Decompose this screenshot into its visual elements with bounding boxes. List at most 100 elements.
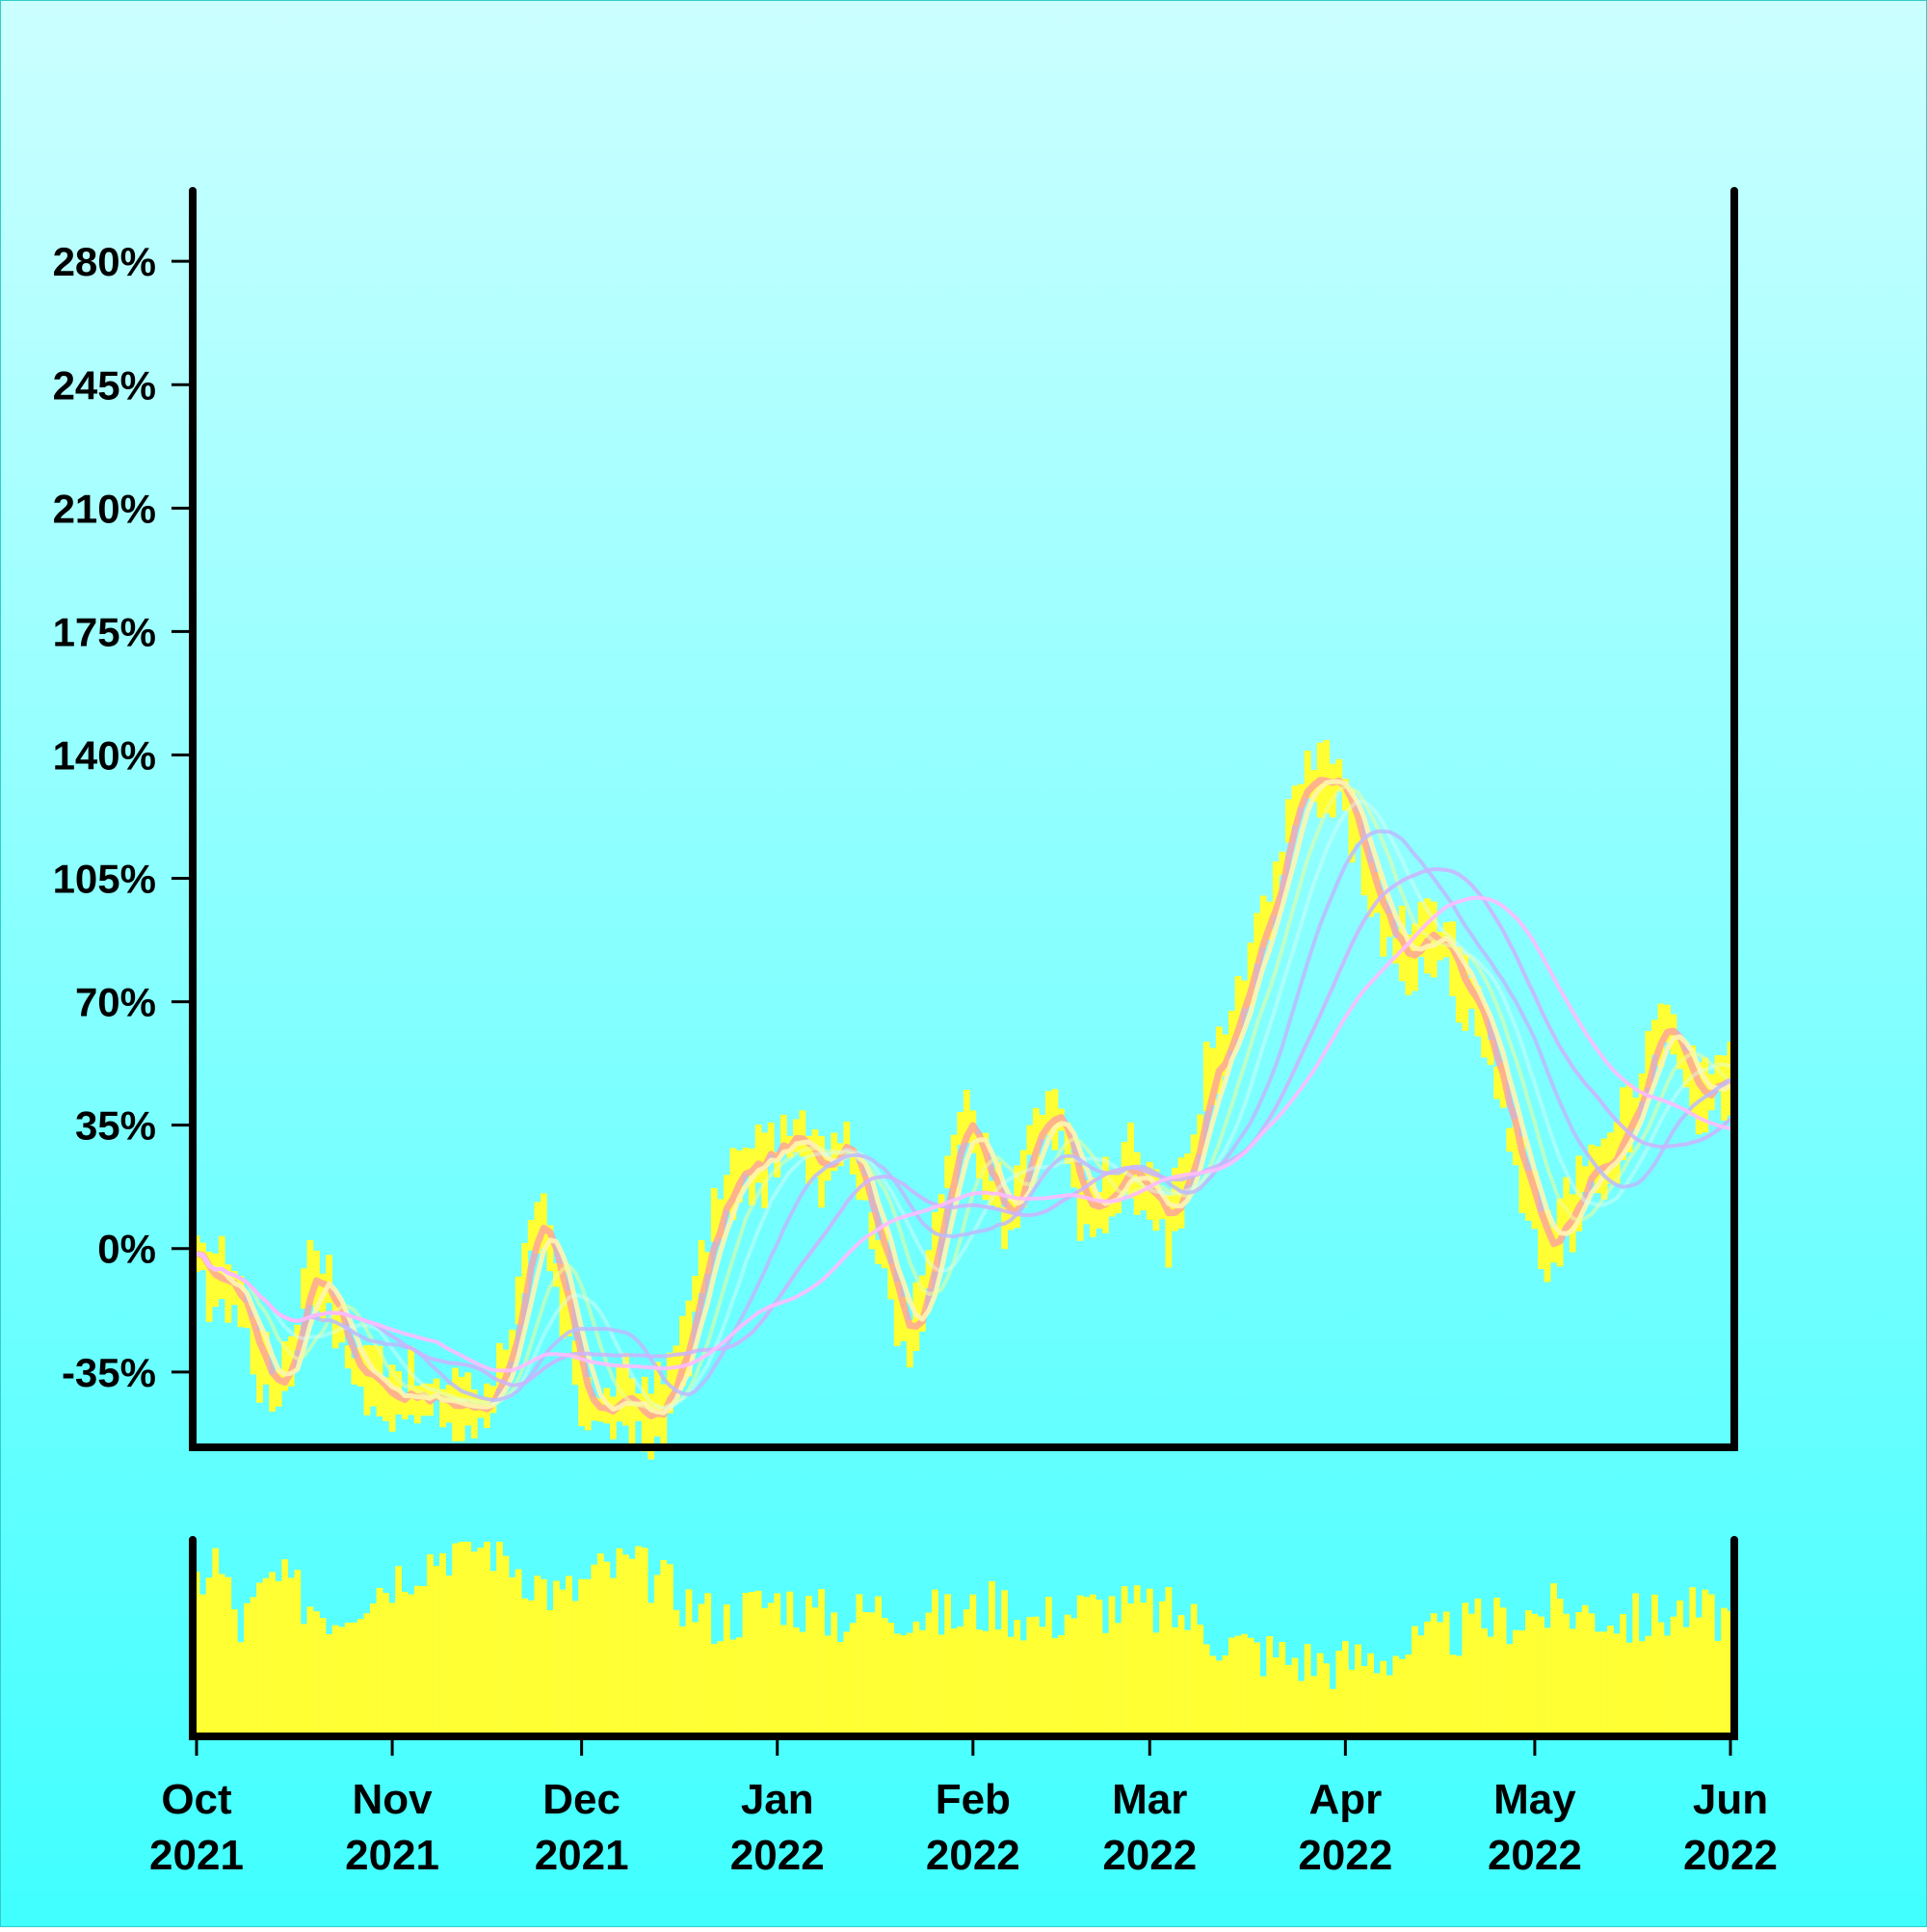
price-bar	[1348, 790, 1356, 863]
volume-bar	[388, 1602, 396, 1733]
ma-line-3	[196, 784, 1732, 1411]
volume-bar	[950, 1628, 958, 1733]
price-bar	[408, 1346, 415, 1416]
price-bar	[900, 1296, 908, 1341]
volume-bar	[667, 1564, 673, 1733]
y-tick-label: 175%	[53, 609, 156, 654]
price-bar	[1291, 785, 1299, 826]
volume-bar	[1512, 1629, 1519, 1733]
price-bar	[1202, 1042, 1210, 1112]
price-bar	[1076, 1166, 1084, 1241]
price-bar	[1437, 931, 1443, 961]
price-bar	[805, 1135, 812, 1184]
volume-bar	[1342, 1641, 1349, 1733]
price-bar	[205, 1252, 213, 1322]
volume-bar	[452, 1543, 459, 1733]
y-tick-label: 140%	[53, 732, 156, 778]
volume-bar	[370, 1603, 377, 1733]
price-bar	[1449, 921, 1457, 996]
price-bar	[1095, 1192, 1103, 1229]
volume-bar	[937, 1634, 945, 1733]
y-tick-label: 105%	[53, 857, 156, 902]
price-bar	[306, 1239, 314, 1306]
volume-bar	[944, 1594, 951, 1733]
x-tick-year: 2022	[926, 1832, 1020, 1879]
price-bar	[1039, 1114, 1046, 1139]
volume-bar	[1664, 1635, 1671, 1733]
price-bar	[754, 1125, 762, 1183]
price-bar	[294, 1324, 302, 1351]
price-bar	[887, 1263, 895, 1300]
price-bar	[464, 1372, 472, 1426]
volume-bar	[603, 1561, 611, 1733]
volume-bar	[1424, 1621, 1431, 1733]
price-bar	[1342, 779, 1349, 811]
price-bar	[1664, 1004, 1671, 1043]
price-bar	[717, 1199, 725, 1239]
volume-bar	[1360, 1666, 1368, 1733]
volume-bar	[1159, 1601, 1166, 1733]
price-bar	[1083, 1180, 1091, 1225]
price-bar	[546, 1225, 554, 1272]
volume-bar	[566, 1575, 572, 1733]
price-bar	[1102, 1156, 1109, 1233]
volume-bar	[925, 1612, 933, 1733]
volume-bar	[521, 1598, 529, 1733]
volume-bar	[1455, 1655, 1463, 1733]
price-bar	[1563, 1177, 1571, 1233]
volume-bar	[1172, 1627, 1178, 1733]
volume-bar	[477, 1548, 485, 1733]
volume-bar	[1177, 1615, 1185, 1733]
x-tick-year: 2022	[1683, 1832, 1778, 1879]
price-bar	[326, 1255, 332, 1304]
price-bar	[1518, 1136, 1526, 1213]
ma-line-4	[196, 799, 1731, 1411]
price-bar	[1625, 1083, 1633, 1153]
price-bar	[1108, 1170, 1116, 1217]
volume-bar	[383, 1593, 389, 1733]
price-bar	[1197, 1114, 1204, 1154]
price-bar	[1045, 1091, 1052, 1135]
ma-line-5	[196, 829, 1732, 1403]
volume-bar	[250, 1597, 257, 1733]
ma-line-7	[196, 895, 1731, 1373]
volume-bar	[976, 1629, 983, 1733]
volume-bar	[1259, 1676, 1267, 1733]
volume-bar	[331, 1625, 339, 1733]
price-bar	[470, 1389, 478, 1439]
price-bar	[578, 1351, 585, 1426]
price-bar	[1651, 1019, 1658, 1055]
price-bar	[1254, 913, 1260, 965]
price-bar	[275, 1369, 282, 1407]
price-bar	[1474, 986, 1482, 1037]
volume-bar	[1355, 1644, 1361, 1733]
price-bar	[679, 1315, 686, 1387]
y-tick-label: 280%	[53, 239, 156, 284]
volume-bar	[420, 1586, 428, 1733]
x-tick-month: Apr	[1308, 1776, 1382, 1823]
volume-bar	[224, 1576, 232, 1733]
price-bar	[843, 1122, 851, 1149]
price-bar	[622, 1353, 629, 1426]
volume-bar	[1392, 1655, 1400, 1733]
volume-bar	[1575, 1612, 1583, 1733]
price-bar	[1234, 976, 1242, 1040]
volume-bar	[881, 1618, 888, 1733]
volume-bar	[1613, 1633, 1621, 1733]
price-bar	[1215, 1026, 1223, 1095]
volume-bar	[553, 1580, 560, 1733]
price-bar	[363, 1344, 371, 1416]
volume-bar	[1197, 1625, 1204, 1733]
volume-bar	[767, 1602, 775, 1733]
price-bar	[338, 1302, 346, 1343]
volume-bar	[256, 1582, 263, 1733]
price-bar	[1493, 1066, 1500, 1099]
price-bar	[1405, 935, 1412, 995]
volume-bar	[1600, 1631, 1608, 1733]
price-bar	[584, 1377, 592, 1431]
volume-bar	[1140, 1602, 1148, 1733]
volume-bar	[856, 1594, 863, 1733]
volume-bar	[338, 1627, 346, 1733]
price-bar	[344, 1345, 352, 1369]
volume-bar	[326, 1633, 332, 1733]
